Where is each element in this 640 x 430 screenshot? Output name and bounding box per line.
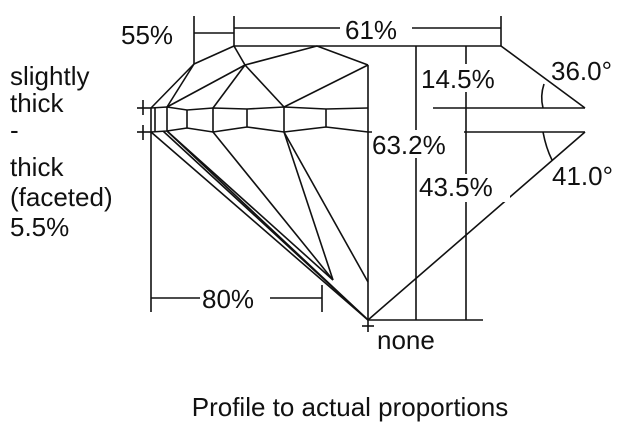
svg-text:5.5%: 5.5%	[10, 212, 69, 242]
girdle	[137, 100, 369, 140]
svg-text:thick: thick	[10, 152, 64, 182]
svg-text:(faceted): (faceted)	[10, 182, 113, 212]
pavilion-angle-label: 41.0°	[552, 161, 613, 191]
crown-height-label: 55%	[121, 20, 173, 50]
pavilion-depth-label: 43.5%	[419, 172, 493, 202]
svg-text:slightly: slightly	[10, 61, 89, 91]
svg-text:-: -	[10, 115, 19, 145]
crown	[150, 45, 501, 109]
dimension-lines	[150, 16, 586, 321]
crown-depth-label: 14.5%	[421, 64, 495, 94]
crown-angle-label: 36.0°	[551, 56, 612, 86]
culet-label: none	[377, 325, 435, 355]
svg-text:thick: thick	[10, 88, 64, 118]
pavilion	[150, 65, 586, 332]
table-percentage-label: 61%	[345, 15, 397, 45]
girdle-thickness-label: slightly thick - thick (faceted) 5.5%	[10, 61, 113, 242]
diagram-caption: Profile to actual proportions	[192, 392, 509, 422]
total-depth-label: 63.2%	[372, 130, 446, 160]
lower-half-label: 80%	[202, 284, 254, 314]
